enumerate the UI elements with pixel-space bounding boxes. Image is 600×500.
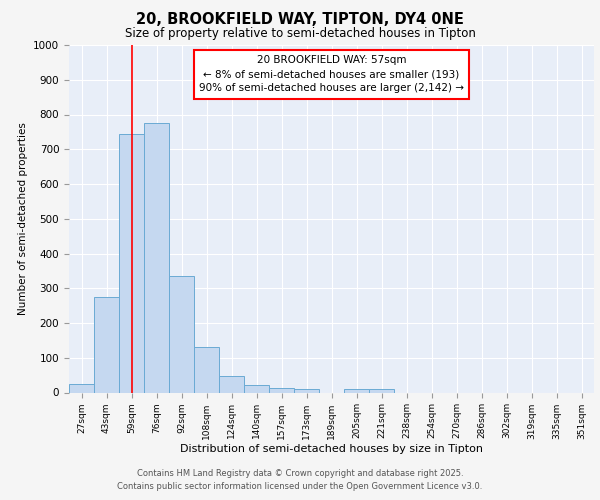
- Bar: [344, 389, 369, 392]
- Bar: [119, 134, 144, 392]
- Bar: [144, 123, 169, 392]
- Bar: [169, 276, 194, 392]
- Bar: [194, 348, 219, 393]
- Bar: [269, 388, 294, 392]
- Text: 20 BROOKFIELD WAY: 57sqm
← 8% of semi-detached houses are smaller (193)
90% of s: 20 BROOKFIELD WAY: 57sqm ← 8% of semi-de…: [199, 56, 464, 94]
- Bar: [69, 384, 94, 392]
- Bar: [244, 385, 269, 392]
- Bar: [219, 376, 244, 392]
- Bar: [369, 389, 394, 392]
- Text: Contains public sector information licensed under the Open Government Licence v3: Contains public sector information licen…: [118, 482, 482, 491]
- Bar: [94, 297, 119, 392]
- Text: Contains HM Land Registry data © Crown copyright and database right 2025.: Contains HM Land Registry data © Crown c…: [137, 468, 463, 477]
- Bar: [294, 389, 319, 392]
- Text: 20, BROOKFIELD WAY, TIPTON, DY4 0NE: 20, BROOKFIELD WAY, TIPTON, DY4 0NE: [136, 12, 464, 28]
- Y-axis label: Number of semi-detached properties: Number of semi-detached properties: [17, 122, 28, 315]
- X-axis label: Distribution of semi-detached houses by size in Tipton: Distribution of semi-detached houses by …: [180, 444, 483, 454]
- Text: Size of property relative to semi-detached houses in Tipton: Size of property relative to semi-detach…: [125, 28, 475, 40]
